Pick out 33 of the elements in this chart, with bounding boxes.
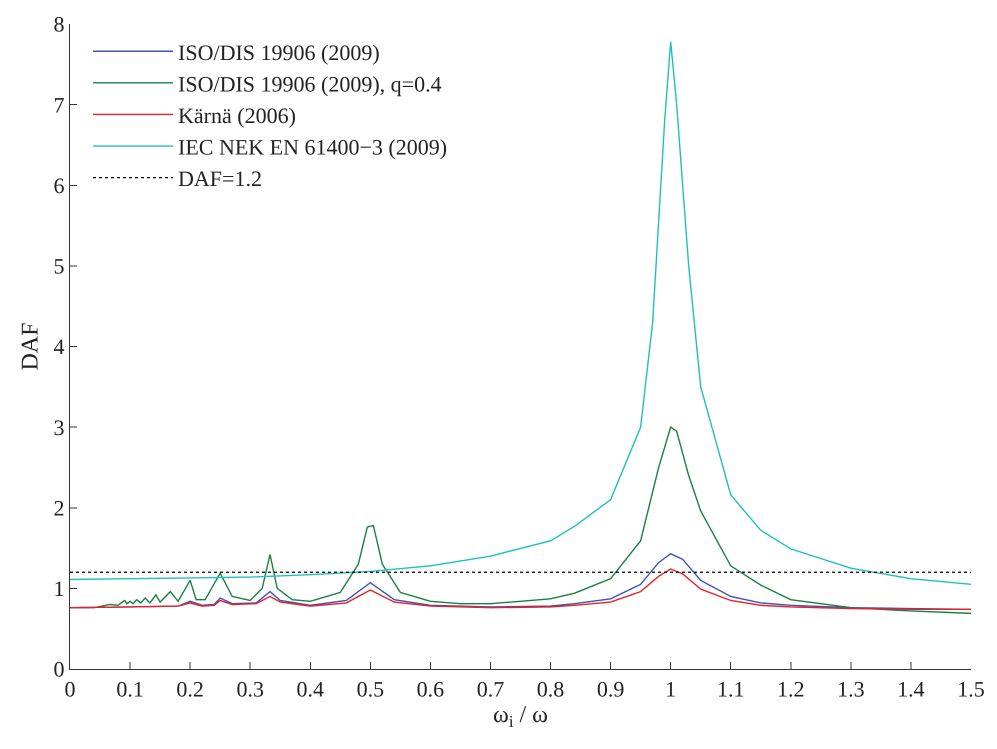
x-tick-label: 0.4 (296, 676, 324, 702)
y-tick-label: 2 (54, 495, 64, 520)
x-tick-label: 0.9 (596, 676, 624, 702)
legend-label: DAF=1.2 (178, 166, 262, 192)
y-tick-label: 0 (54, 656, 64, 682)
legend-label: ISO/DIS 19906 (2009) (178, 40, 380, 65)
x-tick-label: 0.2 (176, 676, 204, 702)
y-tick-label: 5 (54, 254, 64, 279)
legend-label: IEC NEK EN 61400−3 (2009) (178, 134, 448, 160)
x-tick-label: 1.1 (716, 676, 744, 702)
y-tick-label: 3 (54, 414, 64, 440)
line-series (70, 41, 971, 586)
x-tick-label: 1.3 (837, 676, 865, 702)
x-tick-label: 1.5 (957, 676, 985, 702)
legend-label: ISO/DIS 19906 (2009), q=0.4 (178, 71, 442, 96)
line-series (70, 568, 971, 610)
x-tick-label: 0.6 (416, 676, 444, 702)
y-axis-title: DAF (18, 322, 44, 371)
y-tick-label: 7 (54, 92, 64, 118)
y-tick-label: 8 (54, 12, 64, 37)
x-tick-label: 1 (665, 676, 676, 702)
x-tick-label: 1.2 (777, 676, 805, 702)
x-tick-label: 0.8 (536, 676, 564, 702)
x-axis-title: ω$_{i}$ / ω (493, 702, 548, 731)
x-tick-label: 1.4 (897, 676, 925, 702)
y-tick-label: 6 (54, 172, 64, 198)
x-tick-label: 0.7 (476, 676, 504, 702)
x-tick-label: 0.3 (236, 676, 264, 702)
y-tick-label: 4 (54, 334, 64, 360)
x-tick-label: 0.5 (356, 676, 384, 702)
y-tick-label: 1 (54, 576, 64, 602)
x-tick-label: 0.1 (116, 676, 144, 702)
legend-label: Kärnä (2006) (178, 103, 296, 128)
